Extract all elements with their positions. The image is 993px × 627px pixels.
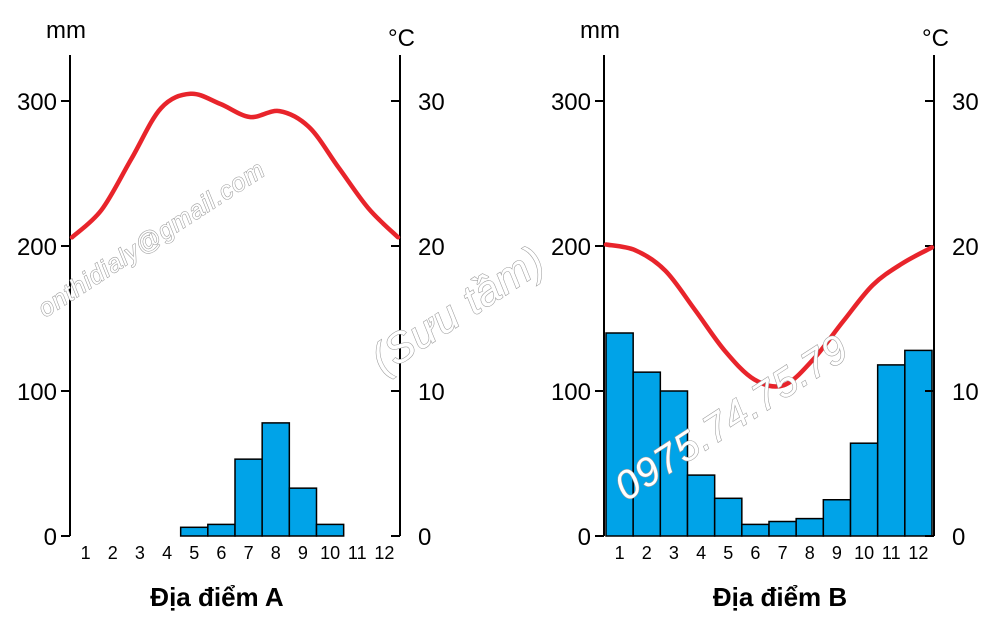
right-tick-label: 10 [952,379,979,406]
left-tick-label: 300 [551,89,591,116]
right-tick-label: 20 [418,234,445,261]
left-tick-label: 200 [551,234,591,261]
month-label: 1 [81,543,91,563]
month-label: 5 [723,543,733,563]
rain-bar-month-7 [234,458,263,537]
month-label: 9 [298,543,308,563]
left-tick-label: 0 [578,524,591,551]
chart-title: Địa điểm A [150,582,284,612]
right-tick-label: 0 [418,524,431,551]
watermark-layer: onthidialy@gmail.com (Sưu tầm) 0975.74.7… [32,155,856,510]
rain-bar-month-6 [207,523,236,537]
month-label: 9 [832,543,842,563]
rain-bar-month-8 [795,517,825,537]
rain-bar-month-4 [686,474,716,537]
left-tick-label: 0 [44,524,57,551]
right-tick-label: 10 [418,379,445,406]
month-label: 8 [271,543,281,563]
left-tick-label: 300 [17,89,57,116]
rain-bar-month-5 [713,497,743,537]
month-label: 3 [135,543,145,563]
rain-bar-month-6 [741,523,770,537]
left-tick-label: 200 [17,234,57,261]
rain-bar-month-11 [876,364,906,537]
right-unit-label: °C [388,25,415,52]
month-label: 3 [669,543,679,563]
month-label: 7 [778,543,788,563]
month-label: 6 [216,543,226,563]
month-label: 12 [908,543,928,563]
right-tick-label: 20 [952,234,979,261]
month-label: 6 [750,543,760,563]
month-label: 12 [374,543,394,563]
month-label: 11 [882,543,901,563]
left-unit-label: mm [46,17,86,44]
month-label: 11 [348,543,367,563]
month-label: 4 [162,543,172,563]
temperature-line [69,91,401,240]
rain-bar-month-12 [904,349,933,537]
left-tick-label: 100 [551,379,591,406]
rain-bar-month-5 [179,526,209,537]
month-label: 4 [696,543,706,563]
chart-title: Địa điểm B [713,582,847,612]
month-label: 5 [189,543,199,563]
month-label: 2 [642,543,652,563]
right-tick-label: 30 [952,89,979,116]
rain-bar-month-2 [632,371,662,537]
rain-bar-month-10 [315,523,345,537]
month-label: 2 [108,543,118,563]
rain-bar-month-9 [822,499,852,537]
rain-bar-month-9 [288,487,318,537]
month-label: 1 [615,543,625,563]
right-tick-label: 30 [418,89,445,116]
right-tick-label: 0 [952,524,965,551]
rain-bar-month-8 [261,422,291,537]
temperature-line [603,242,935,389]
month-label: 10 [854,543,874,563]
month-label: 8 [805,543,815,563]
right-unit-label: °C [922,25,949,52]
month-label: 10 [320,543,340,563]
month-label: 7 [244,543,254,563]
watermark-email: onthidialy@gmail.com [33,155,270,323]
left-tick-label: 100 [17,379,57,406]
rain-bar-month-7 [768,520,797,537]
watermark-suu-tam: (Sưu tầm) [362,236,553,383]
rain-bar-month-3 [659,390,689,537]
left-unit-label: mm [580,17,620,44]
rain-bar-month-10 [849,442,879,537]
